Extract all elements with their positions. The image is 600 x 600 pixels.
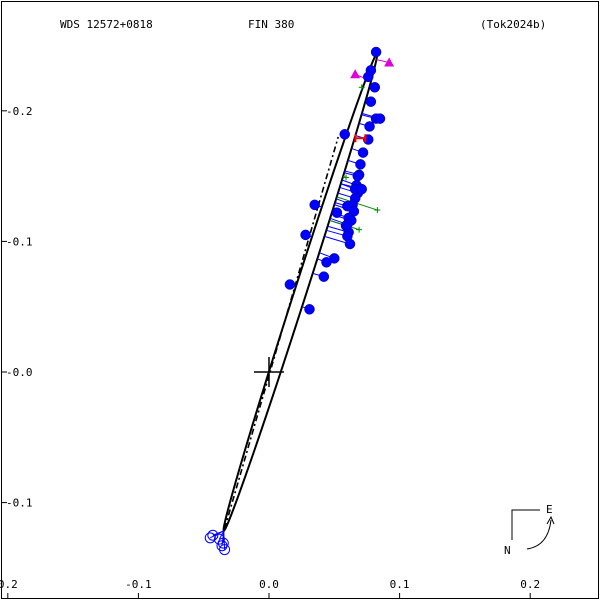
observation-plus [356, 226, 363, 233]
observation-filled-circle [284, 279, 296, 290]
observation-open-circle [204, 532, 216, 544]
x-tick-label: 0.2 [520, 578, 540, 591]
observation-filled-circle [374, 113, 386, 124]
compass-east-label: E [546, 503, 553, 516]
x-axis-ticks: 0.2 -0.1 0.0 0.1 0.2 [0, 578, 540, 598]
orbit [222, 52, 379, 533]
y-tick-label: -0.1 [6, 235, 33, 248]
compass-north-label: N [504, 544, 511, 557]
observation-triangle [384, 57, 395, 67]
observation-open-circle [219, 544, 231, 556]
y-tick-label: -0.0 [6, 366, 33, 379]
observation-filled-circle [352, 170, 364, 182]
observations-plus [343, 84, 381, 233]
observation-filled-circle [370, 46, 382, 58]
observation-filled-circle [363, 71, 374, 83]
observations-open [204, 529, 231, 556]
primary-star-marker [254, 357, 284, 387]
residual-line [212, 530, 224, 536]
x-tick-label: -0.1 [125, 578, 152, 591]
observation-triangle [350, 69, 361, 79]
observation-filled-circle [304, 304, 315, 315]
observation-filled-circle [342, 219, 353, 230]
compass: E N [504, 503, 555, 557]
y-tick-label: -0.2 [6, 105, 33, 118]
observations-triangle [350, 57, 395, 79]
observation-filled-circle [309, 199, 320, 211]
observation-filled-circle [344, 238, 356, 250]
observation-open-circle [207, 529, 219, 541]
observation-filled-circle [369, 82, 381, 93]
observation-open-circle [213, 533, 225, 545]
compass-arrowhead-icon [546, 515, 555, 525]
observation-plus [374, 207, 381, 214]
compass-axes [511, 509, 540, 540]
observation-plus [358, 84, 365, 91]
latest-observation-marker [354, 134, 367, 143]
x-tick-label: 0.1 [390, 578, 410, 591]
observation-filled-circle [357, 147, 369, 158]
header-center: FIN 380 [248, 18, 294, 31]
observation-filled-circle [331, 207, 343, 218]
observation-filled-circle [321, 257, 332, 268]
orbit-ellipse [222, 52, 379, 533]
observation-filled-circle [356, 183, 367, 195]
y-axis-ticks: -0.2 -0.1 -0.0 -0.1 [2, 105, 33, 510]
observation-filled-circle [318, 271, 330, 282]
x-tick-label: 0.0 [259, 578, 279, 591]
observations-filled [284, 46, 386, 315]
x-tick-label: 0.2 [0, 578, 18, 591]
line-of-nodes [223, 136, 339, 529]
observation-filled-circle [365, 96, 377, 107]
header-left: WDS 12572+0818 [60, 18, 153, 31]
observation-filled-circle [355, 159, 366, 170]
observation-open-circle [217, 537, 229, 549]
observation-filled-circle [300, 229, 311, 241]
observation-filled-circle [364, 121, 375, 132]
observation-filled-circle [339, 129, 350, 140]
observation-plus [343, 174, 350, 181]
compass-arrow-icon [526, 519, 552, 550]
header-right: (Tok2024b) [480, 18, 546, 31]
y-tick-label: -0.1 [6, 497, 33, 510]
